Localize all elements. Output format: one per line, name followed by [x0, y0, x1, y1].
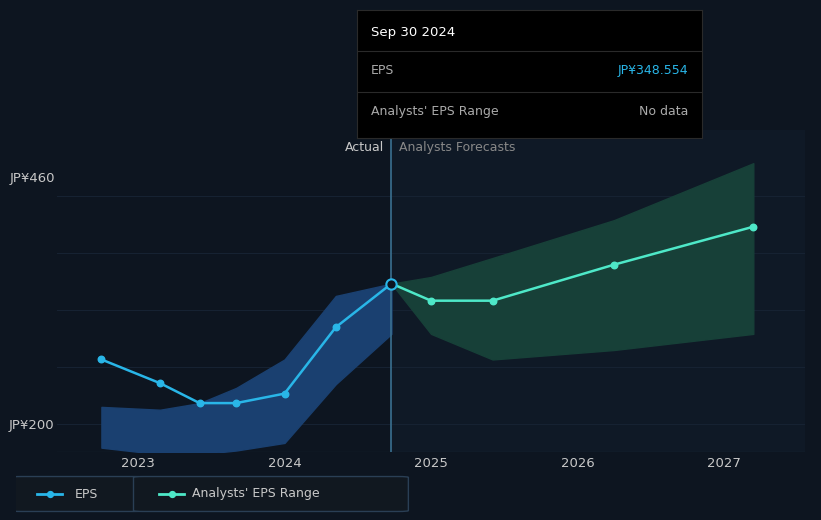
Text: No data: No data: [639, 105, 688, 118]
Text: Analysts Forecasts: Analysts Forecasts: [399, 141, 515, 154]
Point: [154, 379, 167, 387]
Point: [424, 296, 438, 305]
Text: JP¥348.554: JP¥348.554: [617, 64, 688, 77]
FancyBboxPatch shape: [134, 476, 408, 512]
Point: [43, 490, 56, 498]
Point: [193, 399, 206, 407]
Point: [747, 223, 760, 231]
Point: [165, 490, 178, 498]
Point: [278, 389, 291, 398]
Point: [608, 261, 621, 269]
Text: EPS: EPS: [75, 488, 99, 500]
Text: EPS: EPS: [371, 64, 394, 77]
Text: Analysts' EPS Range: Analysts' EPS Range: [192, 488, 319, 500]
Text: Analysts' EPS Range: Analysts' EPS Range: [371, 105, 498, 118]
Point: [95, 355, 108, 363]
Text: Actual: Actual: [345, 141, 384, 154]
Point: [385, 279, 398, 288]
Bar: [392, 130, 805, 452]
Point: [486, 296, 499, 305]
Point: [329, 323, 342, 331]
FancyBboxPatch shape: [11, 476, 144, 512]
Text: Sep 30 2024: Sep 30 2024: [371, 25, 455, 38]
Point: [230, 399, 243, 407]
